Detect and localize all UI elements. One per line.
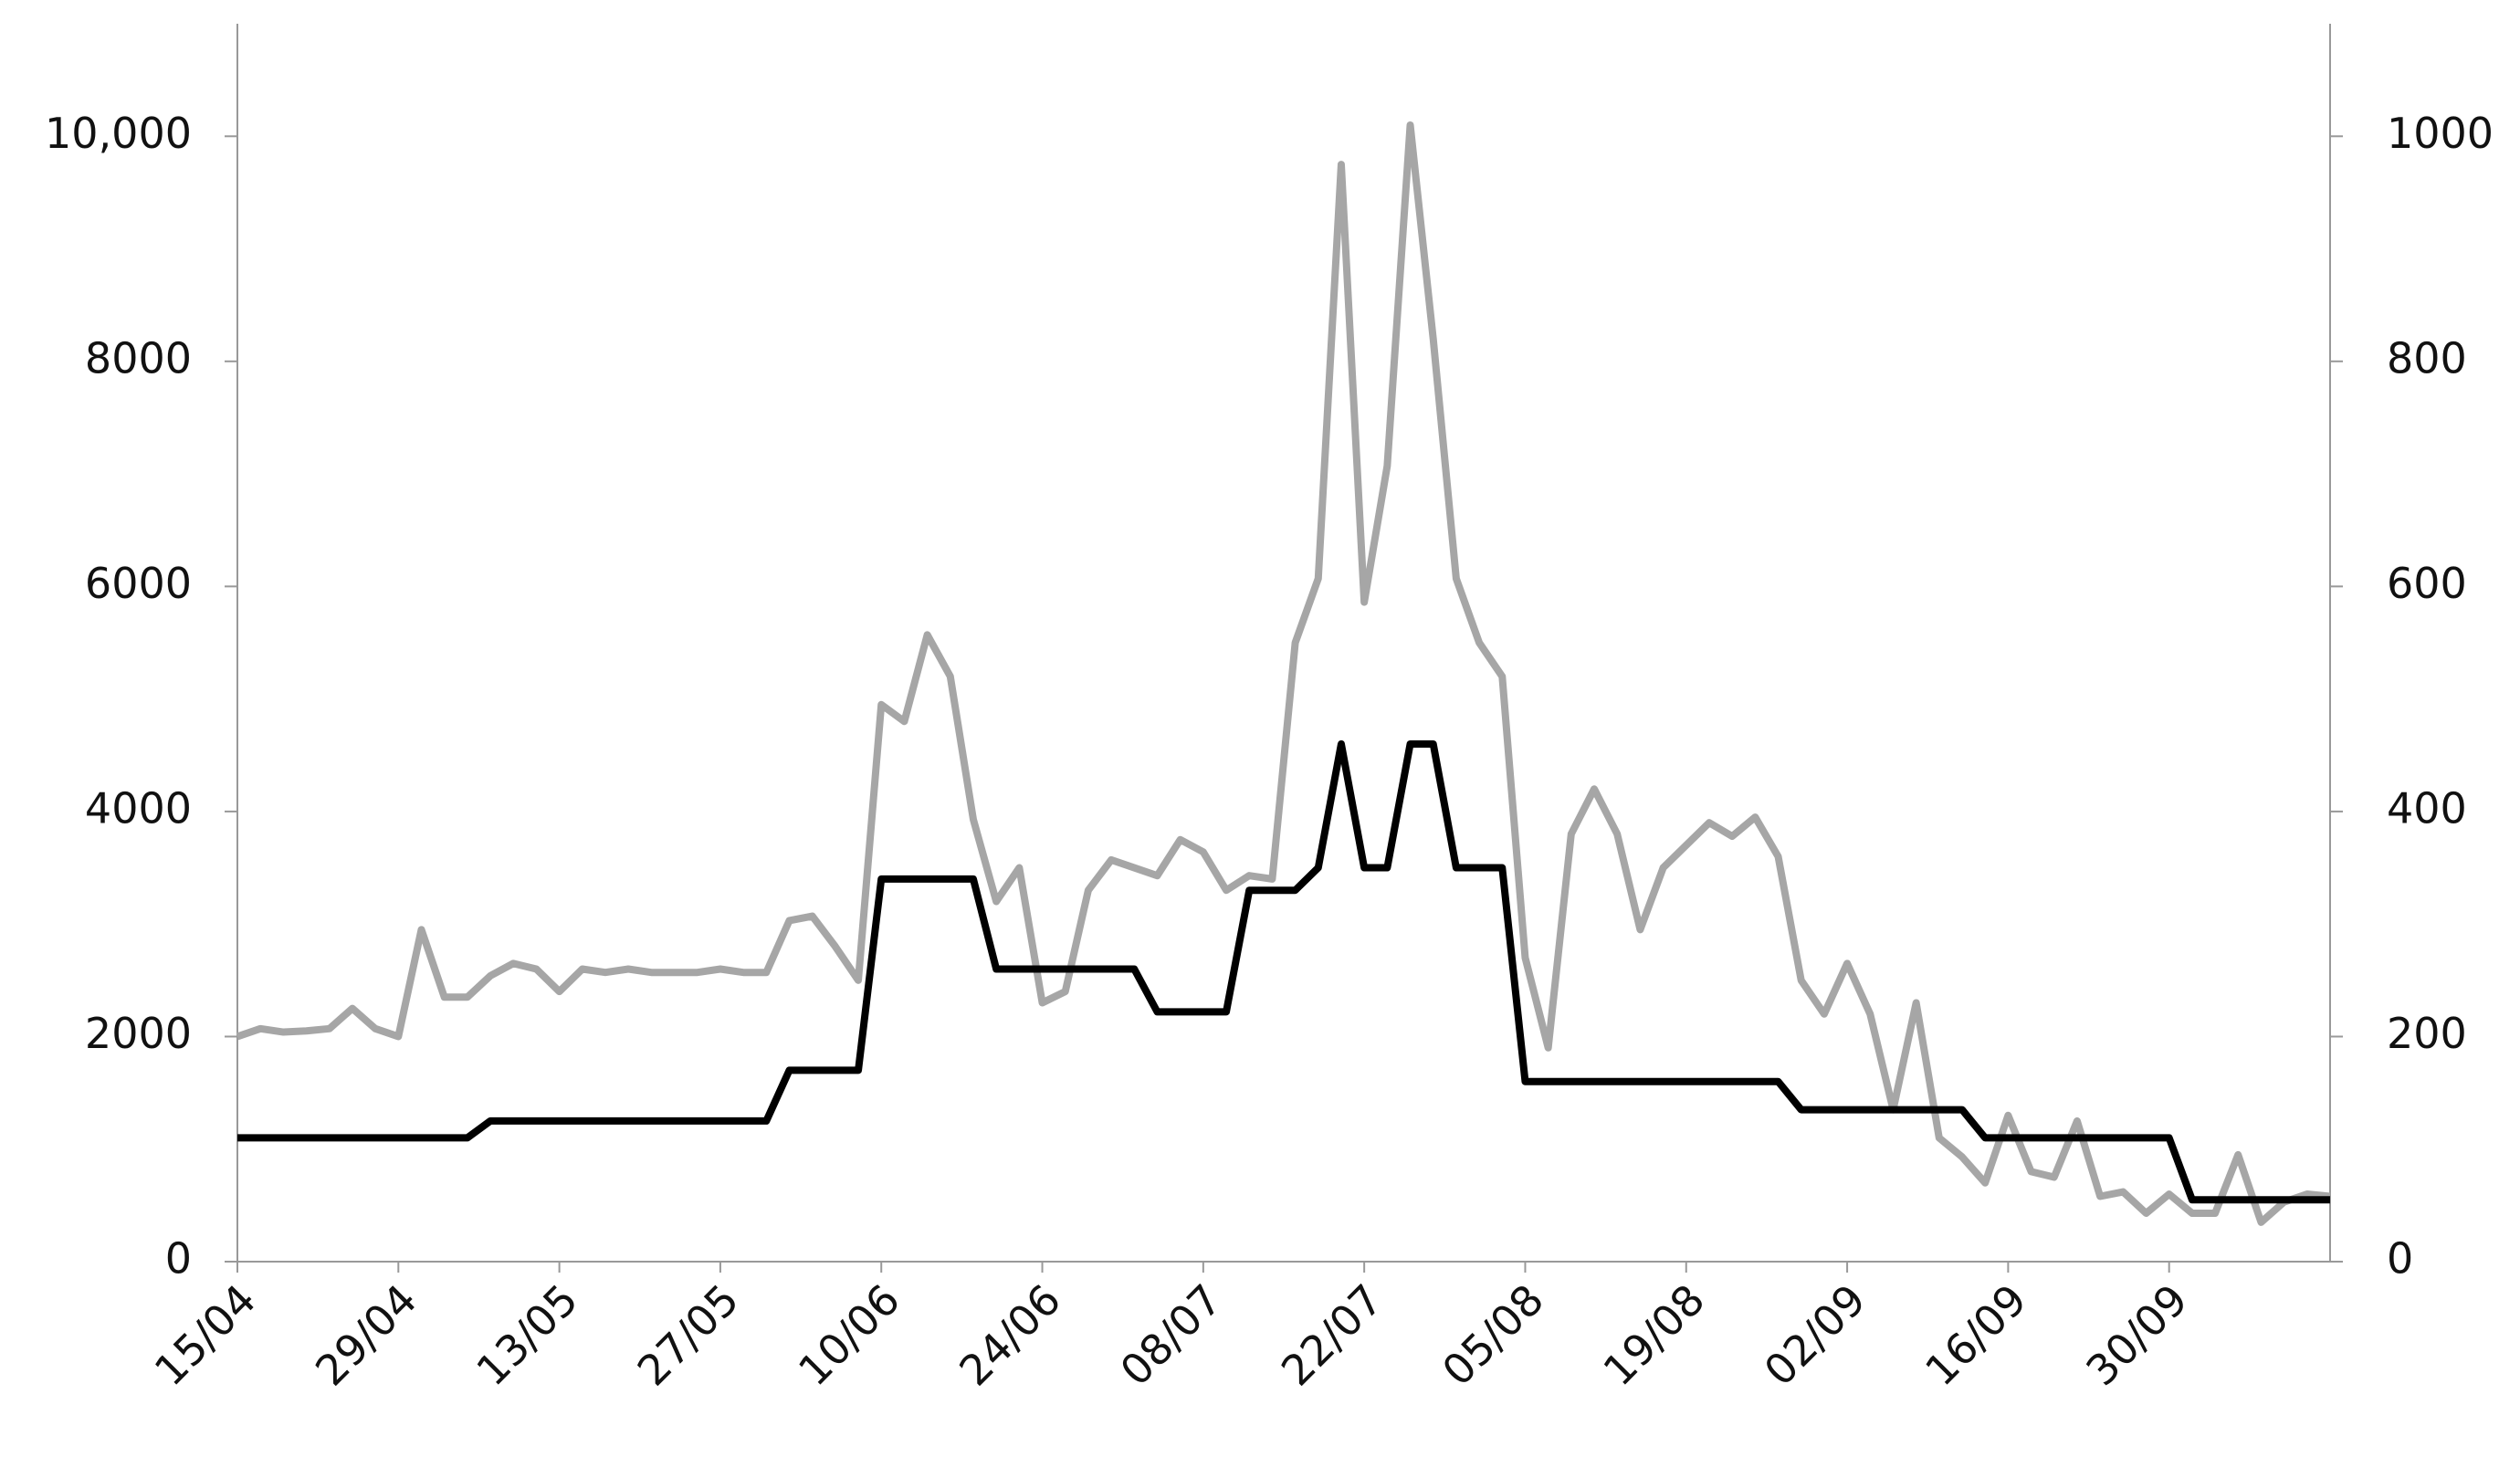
x-tick-label: 27/05 bbox=[628, 1274, 749, 1395]
line-series bbox=[237, 739, 2330, 1204]
y-tick-label: 10,000 bbox=[45, 109, 192, 158]
x-tick-label: 08/07 bbox=[1111, 1274, 1232, 1395]
x-tick-label: 13/05 bbox=[467, 1274, 587, 1395]
y-tick-label: 2000 bbox=[85, 1009, 192, 1058]
x-tick-label: 19/08 bbox=[1593, 1274, 1714, 1395]
x-tick-label: 16/09 bbox=[1916, 1274, 2036, 1395]
y2-tick-label: 0 bbox=[2387, 1234, 2413, 1284]
y2-tick-label: 1000 bbox=[2387, 109, 2494, 158]
x-tick-label: 24/06 bbox=[950, 1274, 1070, 1395]
y2-tick-label: 600 bbox=[2387, 559, 2467, 608]
x-tick-label: 10/06 bbox=[789, 1274, 909, 1395]
x-tick-label: 30/09 bbox=[2076, 1274, 2197, 1395]
x-tick-label: 22/07 bbox=[1272, 1274, 1392, 1395]
y-tick-label: 6000 bbox=[85, 559, 192, 608]
y2-tick-label: 400 bbox=[2387, 783, 2467, 833]
y2-tick-label: 200 bbox=[2387, 1009, 2467, 1058]
y-tick-label: 0 bbox=[165, 1234, 192, 1284]
line-series bbox=[236, 121, 2331, 1226]
x-tick-label: 29/04 bbox=[306, 1274, 426, 1395]
y-tick-label: 4000 bbox=[85, 783, 192, 833]
x-tick-label: 02/09 bbox=[1755, 1274, 1875, 1395]
y2-tick-label: 800 bbox=[2387, 333, 2467, 383]
x-tick-label: 05/08 bbox=[1433, 1274, 1553, 1395]
x-tick-label: 15/04 bbox=[145, 1274, 266, 1395]
y-tick-label: 8000 bbox=[85, 333, 192, 383]
